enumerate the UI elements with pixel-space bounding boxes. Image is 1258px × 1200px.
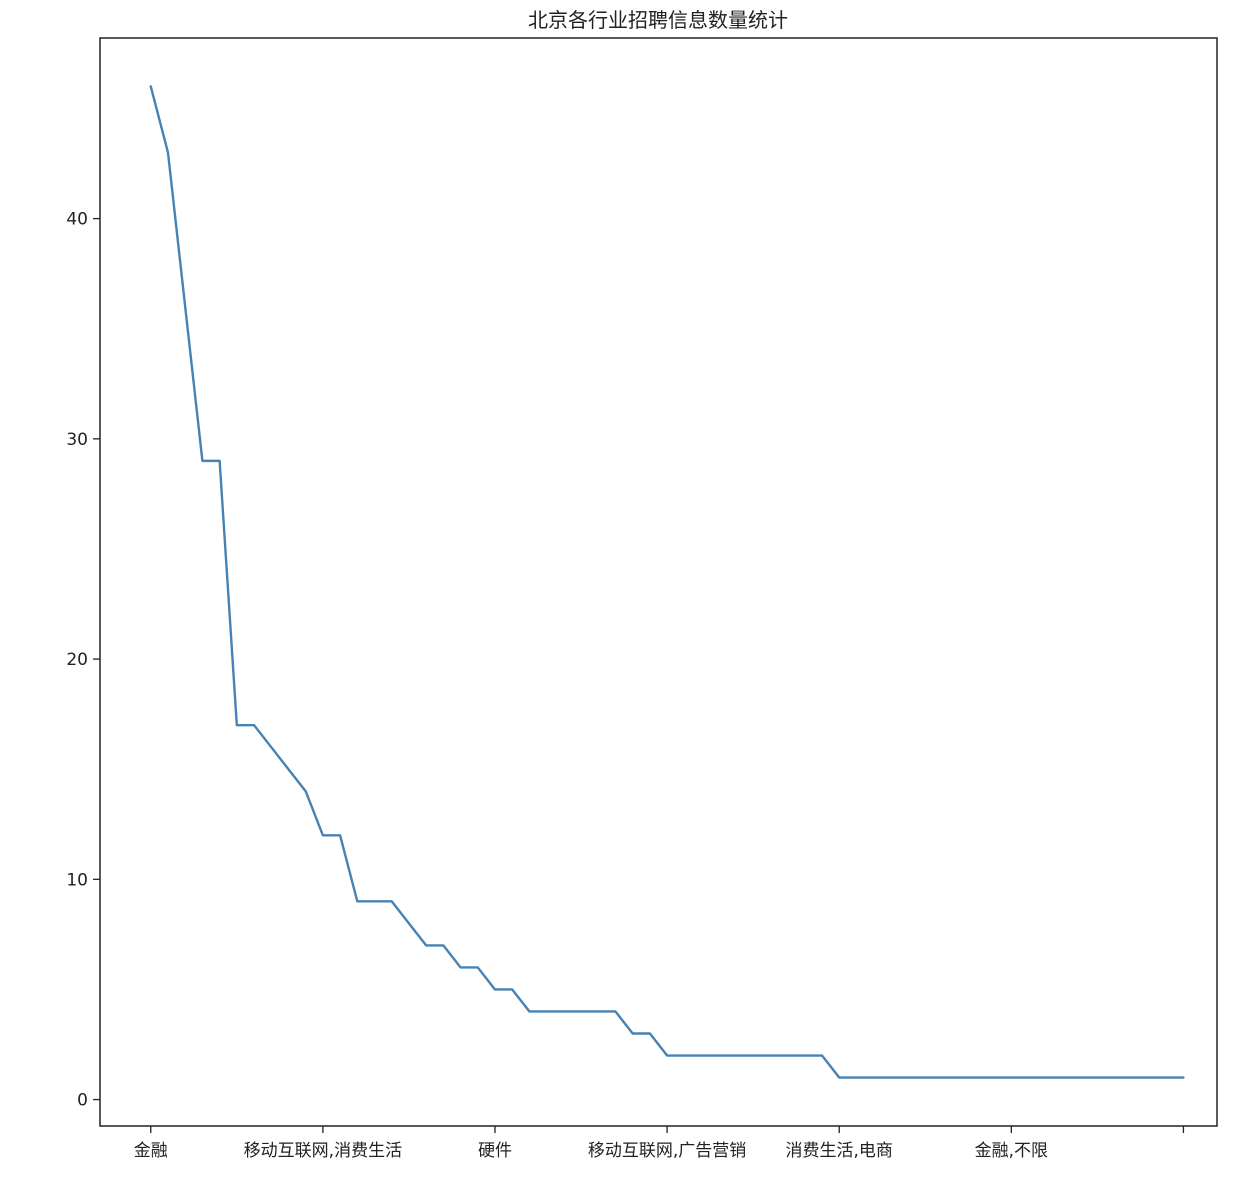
x-tick-label: 移动互联网,广告营销 <box>588 1141 746 1161</box>
plot-frame <box>99 37 1218 1127</box>
x-tick-label: 金融 <box>134 1141 168 1161</box>
y-axis: 0 10 20 30 40 <box>66 210 100 1111</box>
series-line-0 <box>149 85 1185 1079</box>
y-tick-label: 40 <box>66 210 88 230</box>
x-axis: 金融 移动互联网,消费生活 硬件 移动互联网,广告营销 消费生活,电商 金融,不限 <box>134 1126 1185 1161</box>
x-tick-label: 消费生活,电商 <box>786 1141 893 1161</box>
chart-title: 北京各行业招聘信息数量统计 <box>528 8 788 32</box>
y-tick-label: 20 <box>66 650 88 670</box>
x-tick-label: 硬件 <box>478 1141 512 1161</box>
y-tick-label: 30 <box>66 430 88 450</box>
series-layer <box>149 85 1185 1079</box>
y-tick-label: 0 <box>77 1091 88 1111</box>
x-tick-label: 移动互联网,消费生活 <box>244 1141 402 1161</box>
y-tick-label: 10 <box>66 870 88 890</box>
x-tick-label: 金融,不限 <box>975 1141 1048 1161</box>
